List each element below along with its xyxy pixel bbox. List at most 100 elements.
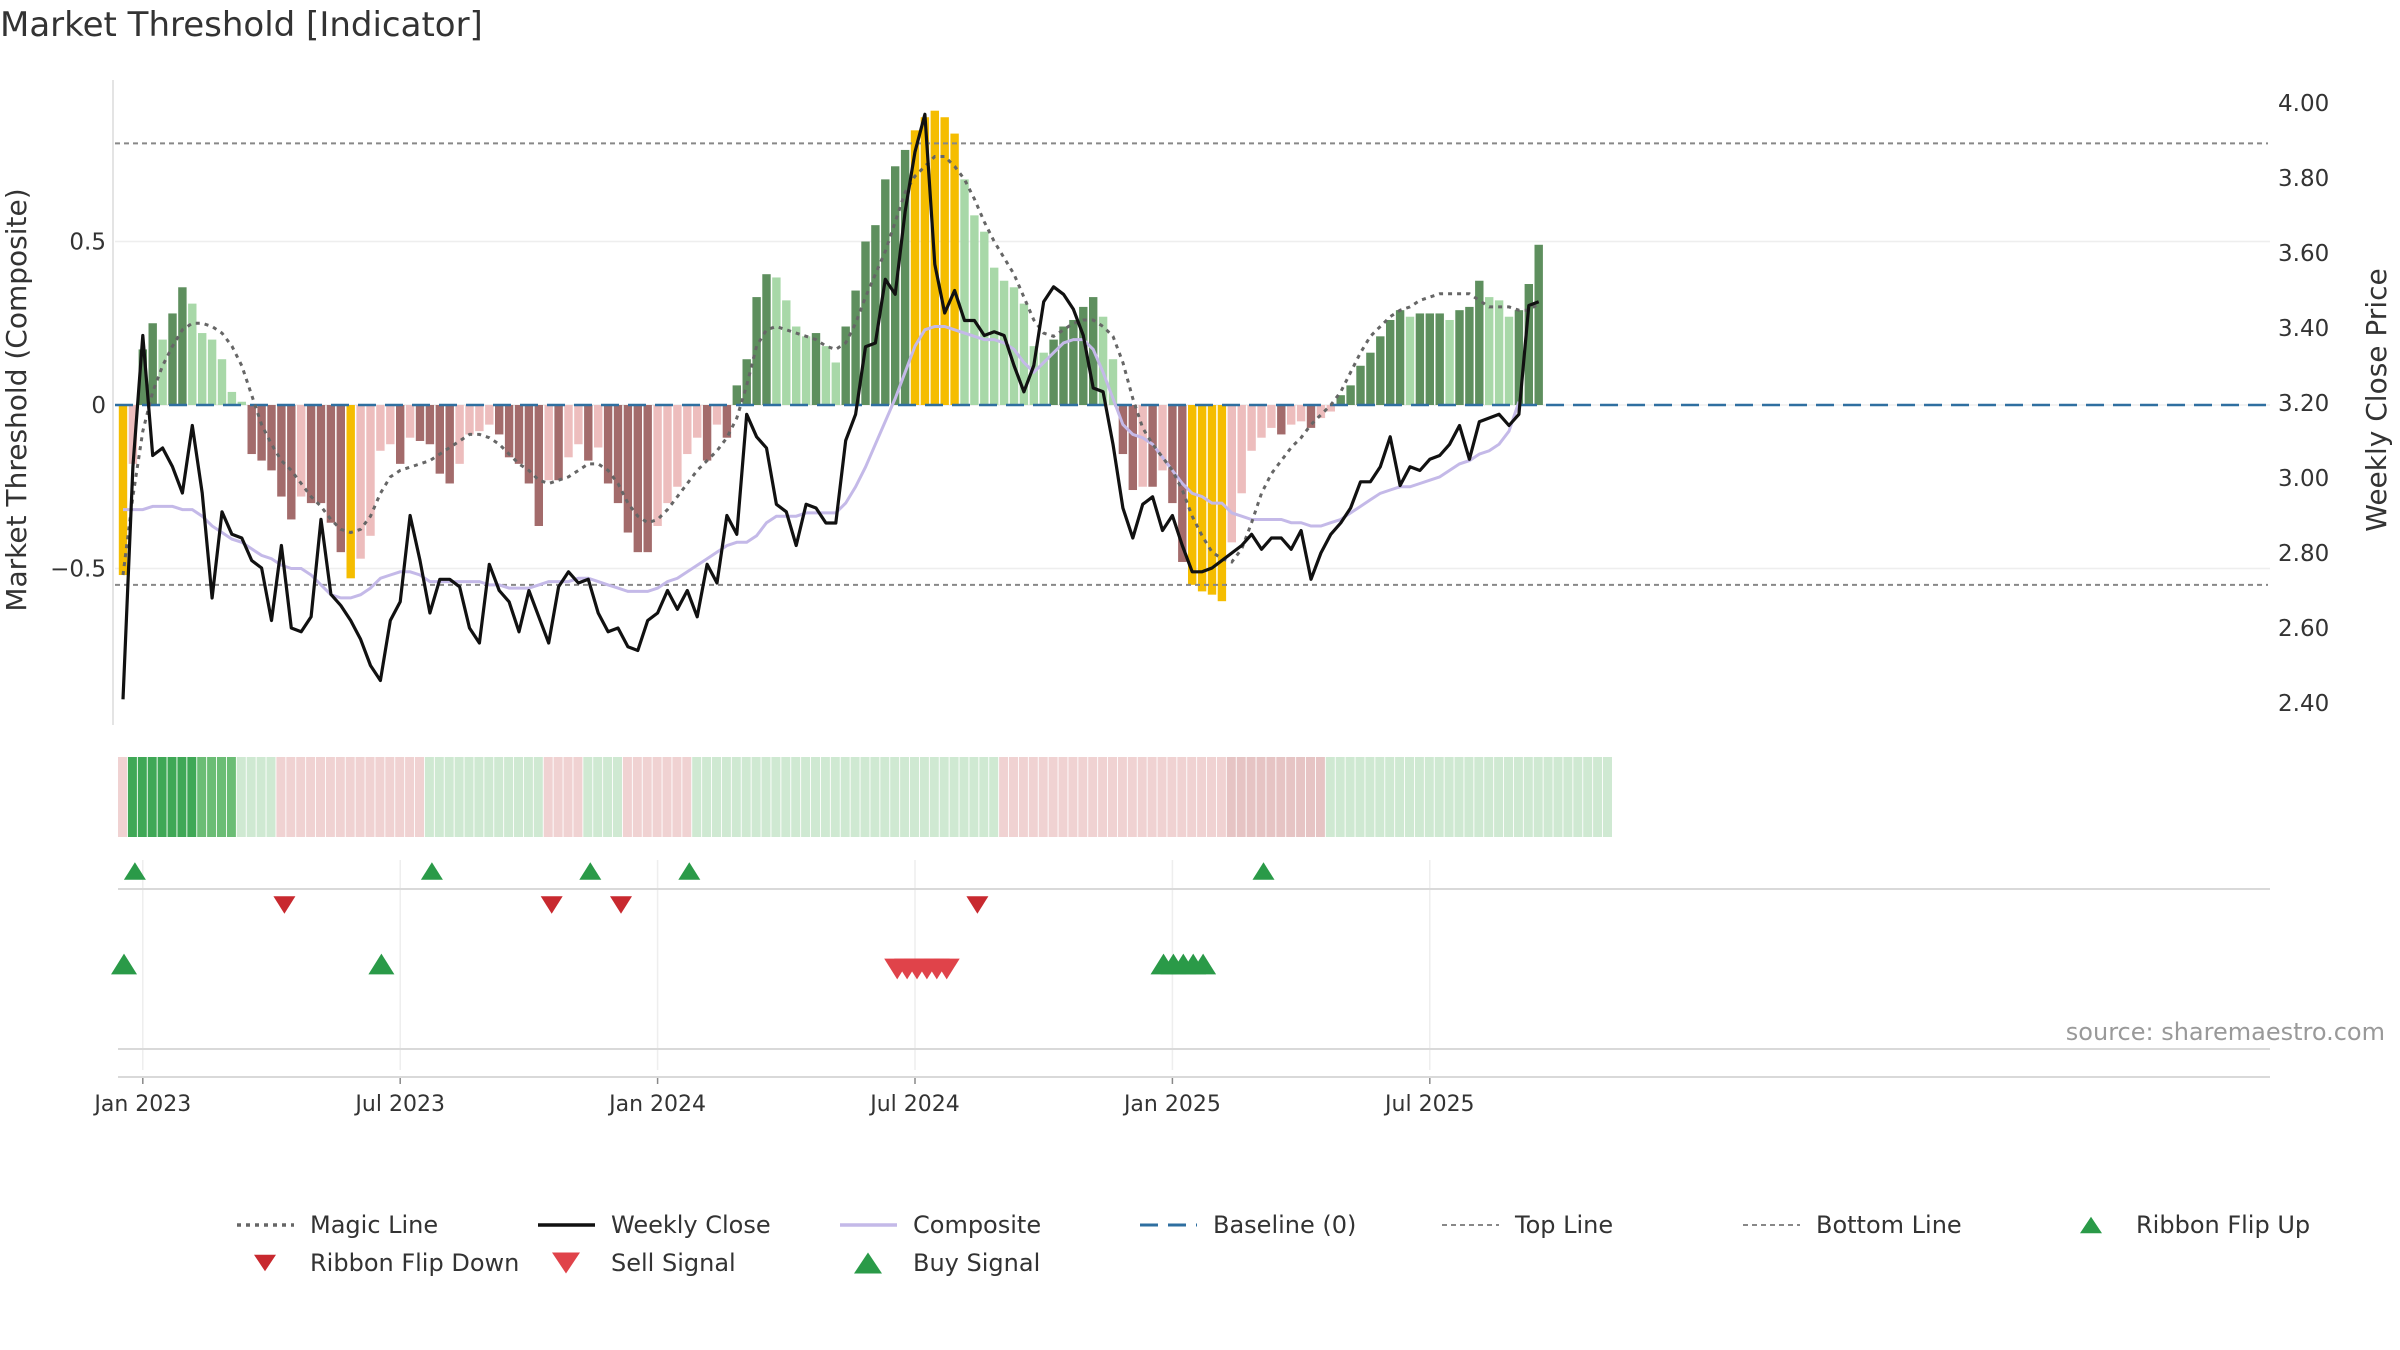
composite-bar	[267, 405, 276, 471]
ribbon-cell	[217, 757, 226, 837]
ribbon-cell	[910, 757, 919, 837]
ribbon-cell	[1494, 757, 1504, 837]
composite-bar	[693, 405, 702, 438]
composite-bar	[574, 405, 583, 445]
ribbon-cell	[1236, 757, 1246, 837]
composite-bar	[287, 405, 296, 520]
composite-bar	[376, 405, 385, 451]
y-left-tick-label: −0.5	[50, 557, 106, 583]
composite-bar	[1306, 405, 1316, 428]
ribbon-cell	[712, 757, 721, 837]
y-right-tick-label: 3.00	[2278, 466, 2329, 492]
composite-bar	[1455, 310, 1464, 405]
composite-bar	[1059, 326, 1068, 405]
composite-bar	[1534, 244, 1543, 405]
ribbon-cell	[553, 757, 563, 837]
composite-bar	[633, 405, 642, 553]
composite-bar	[1366, 352, 1375, 405]
ribbon-cell	[236, 757, 246, 837]
legend-item: Sell Signal	[552, 1249, 736, 1277]
composite-bar	[1108, 359, 1118, 405]
composite-bar	[762, 274, 771, 405]
composite-bar	[584, 405, 593, 461]
composite-bar	[663, 405, 672, 504]
ribbon-cell	[1464, 757, 1474, 837]
ribbon-cell	[177, 757, 187, 837]
composite-bar	[198, 333, 207, 405]
composite-bar	[524, 405, 534, 484]
sell-signal-marker	[933, 958, 960, 980]
ribbon-cell	[1335, 757, 1345, 837]
composite-bar	[168, 313, 177, 405]
legend: Magic Line Weekly Close Composite Baseline …	[237, 1211, 2310, 1277]
composite-bar	[772, 277, 781, 405]
ribbon-cell	[1345, 757, 1355, 837]
composite-bar	[316, 405, 326, 504]
composite-bar	[138, 349, 147, 405]
buy-signal-marker	[368, 953, 395, 975]
composite-bar	[752, 297, 761, 405]
ribbon-flip-down-marker	[966, 896, 989, 914]
legend-item: Buy Signal	[854, 1249, 1040, 1277]
composite-bar	[514, 405, 524, 464]
composite-bar	[504, 405, 514, 458]
ribbon-cell	[1058, 757, 1068, 837]
ribbon-cell	[652, 757, 662, 837]
legend-item: Top Line	[1442, 1211, 1613, 1239]
composite-bar	[1296, 405, 1306, 422]
composite-bar	[188, 303, 197, 405]
ribbon-cell	[1108, 757, 1117, 837]
ribbon-cell	[424, 757, 434, 837]
composite-bar	[1049, 339, 1058, 405]
ribbon-cell	[1414, 757, 1424, 837]
ribbon-cell	[642, 757, 652, 837]
composite-bar	[336, 405, 345, 553]
ribbon-cell	[880, 757, 890, 837]
ribbon-cell	[1474, 757, 1484, 837]
legend-item: Bottom Line	[1743, 1211, 1962, 1239]
composite-bar	[900, 149, 910, 405]
ribbon-cell	[1266, 757, 1276, 837]
composite-bar	[1207, 405, 1217, 595]
composite-bar	[346, 405, 355, 579]
ribbon-cell	[603, 757, 613, 837]
composite-bar	[841, 326, 850, 405]
ribbon-cell	[395, 757, 405, 837]
composite-bar	[1158, 405, 1167, 471]
y-right-tick-label: 2.40	[2278, 691, 2329, 717]
composite-bar	[811, 333, 821, 405]
legend-label: Top Line	[1514, 1211, 1613, 1239]
composite-bar	[960, 179, 969, 405]
composite-bar	[881, 179, 890, 405]
ribbon-cell	[801, 757, 811, 837]
ribbon-cell	[1197, 757, 1207, 837]
composite-bar	[297, 405, 306, 497]
ribbon-cell	[118, 757, 127, 837]
legend-label: Buy Signal	[913, 1249, 1040, 1277]
ribbon-cell	[276, 757, 286, 837]
composite-bar	[1247, 405, 1256, 451]
ribbon-cell	[1068, 757, 1078, 837]
ribbon-cell	[613, 757, 622, 837]
composite-bar	[366, 405, 375, 536]
composite-bar	[425, 405, 435, 445]
composite-bar	[475, 405, 484, 432]
composite-bar	[207, 339, 217, 405]
ribbon-cell	[246, 757, 256, 837]
composite-bar	[613, 405, 623, 504]
legend-swatch	[2080, 1216, 2102, 1234]
ribbon-cell	[405, 757, 415, 837]
ribbon-cell	[692, 757, 702, 837]
ribbon-cell	[999, 757, 1009, 837]
source-note: source: sharemaestro.com	[2066, 1018, 2385, 1046]
composite-bar	[455, 405, 464, 464]
composite-bar	[1376, 336, 1385, 405]
ribbon-cell	[1018, 757, 1028, 837]
ribbon-cell	[1246, 757, 1256, 837]
ribbon-cell	[583, 757, 593, 837]
ribbon-cell	[316, 757, 325, 837]
ribbon-cell	[543, 757, 553, 837]
y-right-tick-label: 2.60	[2278, 616, 2329, 642]
ribbon-cell	[1296, 757, 1306, 837]
ribbon-cell	[662, 757, 672, 837]
